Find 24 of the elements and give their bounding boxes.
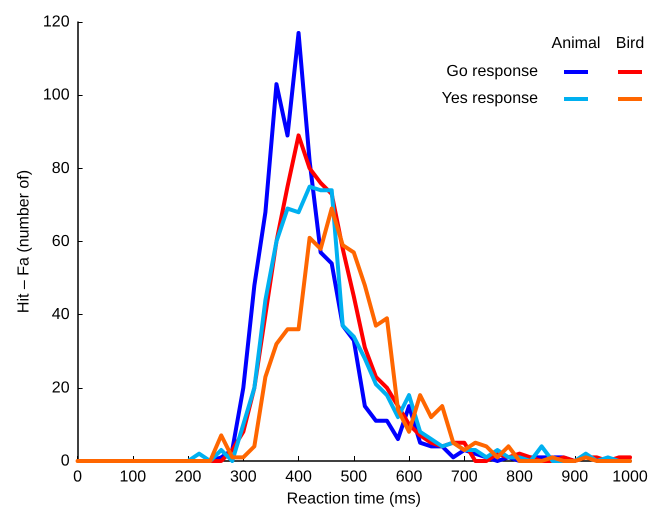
x-tick-label: 100 xyxy=(119,468,146,486)
x-tick-label: 900 xyxy=(561,468,588,486)
annotation: Yes response xyxy=(442,90,538,108)
y-tick-label: 120 xyxy=(42,14,70,30)
y-axis-title: Hit – Fa (number of) xyxy=(16,170,32,314)
x-tick-label: 0 xyxy=(73,468,82,486)
x-tick-label: 300 xyxy=(230,468,257,486)
y-tick-label: 40 xyxy=(52,306,70,324)
annotation: Go response xyxy=(446,63,538,81)
y-tick-label: 100 xyxy=(42,86,70,104)
x-tick-label: 800 xyxy=(506,468,533,486)
x-axis-title: Reaction time (ms) xyxy=(286,490,421,508)
x-tick-label: 600 xyxy=(396,468,422,486)
y-tick-label: 0 xyxy=(60,452,70,470)
x-tick-label: 400 xyxy=(285,468,312,486)
x-tick-label: 500 xyxy=(340,468,368,486)
annotation: Bird xyxy=(616,35,644,53)
x-tick-label: 700 xyxy=(450,468,478,486)
annotation: Animal xyxy=(552,35,600,53)
y-tick-label: 80 xyxy=(52,160,70,177)
y-tick-label: 20 xyxy=(52,379,70,396)
x-tick-label: 1000 xyxy=(612,468,648,486)
y-tick-label: 60 xyxy=(52,233,70,250)
x-tick-label: 200 xyxy=(174,468,202,486)
